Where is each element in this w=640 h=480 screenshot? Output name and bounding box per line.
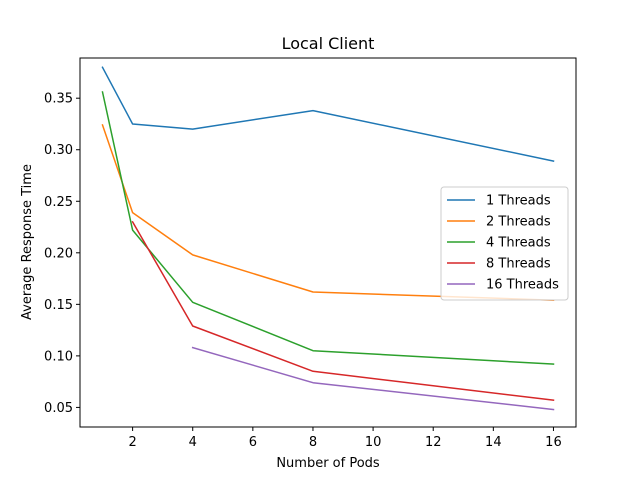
- x-tick-label: 10: [365, 435, 382, 450]
- legend-label-4: 16 Threads: [486, 278, 559, 293]
- x-tick-label: 16: [545, 435, 562, 450]
- series-line-3: [131, 220, 555, 402]
- y-tick-label: 0.35: [44, 92, 73, 107]
- plot-frame: [79, 57, 577, 428]
- legend-label-3: 8 Threads: [486, 257, 551, 272]
- y-tick-label: 0.25: [44, 195, 73, 210]
- series-line-0: [101, 66, 555, 162]
- legend-label-1: 2 Threads: [486, 215, 551, 230]
- legend-label-0: 1 Threads: [486, 194, 551, 209]
- legend: 1 Threads 2 Threads 4 Threads 8 Threads 16 T…: [440, 186, 569, 301]
- y-tick-label: 0.20: [44, 246, 73, 261]
- y-tick-label: 0.05: [44, 401, 73, 416]
- series-layer: [101, 66, 555, 411]
- y-tick-label: 0.30: [44, 143, 73, 158]
- x-axis-title: Number of Pods: [276, 456, 380, 471]
- legend-box: [440, 186, 569, 301]
- x-tick-label: 4: [189, 435, 197, 450]
- x-tick-label: 14: [485, 435, 502, 450]
- y-tick-label: 0.10: [44, 349, 73, 364]
- series-line-2: [101, 91, 555, 365]
- series-line-4: [191, 346, 555, 411]
- x-tick-label: 8: [309, 435, 317, 450]
- chart-title: Local Client: [282, 34, 375, 53]
- axis-ticks: 2 4 6 8 10 12 14 16 0.05 0.10 0.15 0.20 0.25 0.30 0.35: [44, 92, 562, 450]
- x-tick-label: 2: [128, 435, 136, 450]
- y-tick-label: 0.15: [44, 298, 73, 313]
- x-tick-label: 6: [249, 435, 257, 450]
- x-tick-label: 12: [425, 435, 442, 450]
- plot-area: [79, 57, 577, 428]
- y-axis-title: Average Response Time: [20, 164, 35, 320]
- legend-label-2: 4 Threads: [486, 236, 551, 251]
